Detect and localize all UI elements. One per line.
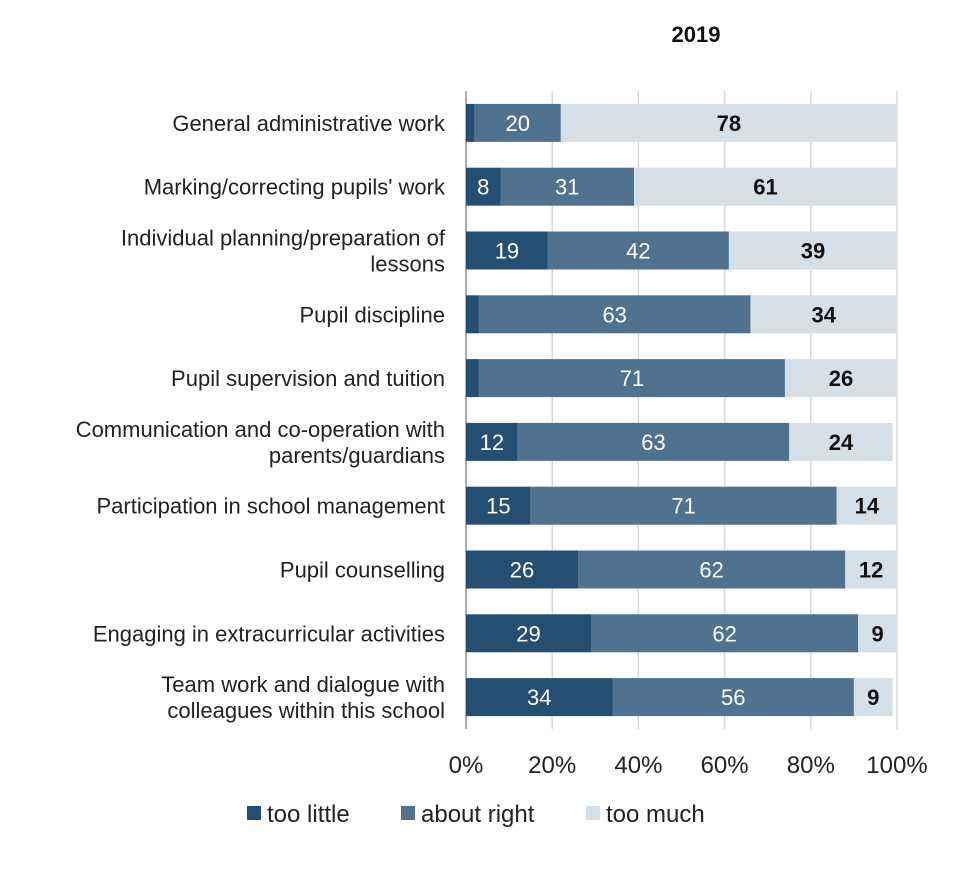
bar-segment [466, 678, 613, 717]
bar-segment [466, 614, 591, 653]
x-tick-label: 40% [614, 752, 662, 779]
data-label: 26 [829, 366, 853, 391]
data-label: 20 [505, 111, 529, 136]
bar-segment [478, 359, 785, 398]
data-label: 56 [721, 685, 745, 710]
data-label: 31 [555, 175, 579, 200]
bar-segment [466, 103, 475, 142]
bar-segment [466, 167, 501, 206]
bar-segment [612, 678, 854, 717]
data-label: 24 [829, 430, 854, 455]
bar-segment [853, 678, 893, 717]
data-label: 14 [855, 494, 880, 519]
data-label: 42 [626, 239, 650, 264]
chart-title: 2019 [672, 22, 721, 47]
data-label: 63 [602, 302, 626, 327]
legend-swatch [247, 806, 261, 820]
data-label: 12 [859, 558, 883, 583]
legend-label: about right [421, 801, 535, 828]
category-label: Participation in school management [96, 494, 445, 519]
x-axis-ticks: 0% 20% 40% 60% 80% 100% [449, 752, 928, 779]
data-label: 61 [753, 175, 777, 200]
data-label: 39 [801, 239, 825, 264]
bar-segment [466, 231, 548, 270]
bar-segment [474, 103, 561, 142]
data-label: 29 [516, 621, 540, 646]
x-tick-label: 80% [787, 752, 835, 779]
category-label: lessons [370, 252, 445, 277]
data-label: 63 [641, 430, 665, 455]
data-label: 34 [811, 302, 836, 327]
legend: too little about right too much [247, 801, 705, 828]
bar-segment [789, 422, 893, 461]
bar-segment [517, 422, 790, 461]
data-label: 9 [867, 685, 879, 710]
bar-segment [750, 295, 897, 334]
bar-segment [858, 614, 897, 653]
bar-segment [466, 359, 479, 398]
bar-segment [560, 103, 897, 142]
bar-segment [728, 231, 897, 270]
data-label: 62 [712, 621, 736, 646]
category-label: Marking/correcting pupils' work [144, 175, 446, 200]
x-tick-label: 100% [866, 752, 927, 779]
bar-segment [530, 486, 837, 525]
category-label: Communication and co-operation with [76, 417, 445, 442]
bar-segment [836, 486, 897, 525]
bar-segment [784, 359, 897, 398]
bar-segment [466, 486, 531, 525]
bar-segment [500, 167, 635, 206]
legend-label: too much [606, 801, 705, 828]
data-label: 26 [510, 558, 534, 583]
category-label: colleagues within this school [167, 698, 445, 723]
data-label: 9 [871, 621, 883, 646]
category-label: Individual planning/preparation of [121, 226, 446, 251]
data-label: 8 [477, 175, 489, 200]
bar-segment [634, 167, 897, 206]
category-label: Pupil supervision and tuition [171, 366, 445, 391]
data-label: 19 [495, 239, 519, 264]
bar-segment [478, 295, 751, 334]
bar-segment [466, 422, 518, 461]
category-label: parents/guardians [269, 443, 445, 468]
x-tick-label: 0% [449, 752, 484, 779]
data-label: 62 [699, 558, 723, 583]
category-labels: General administrative work Marking/corre… [76, 111, 446, 723]
data-label: 71 [620, 366, 644, 391]
legend-swatch [401, 806, 415, 820]
data-label: 12 [480, 430, 504, 455]
legend-label: too little [267, 801, 350, 828]
bar-segment [845, 550, 897, 589]
x-tick-label: 60% [701, 752, 749, 779]
bar-segment [590, 614, 859, 653]
category-label: Team work and dialogue with [161, 672, 445, 697]
bar-segment [466, 550, 579, 589]
data-label: 71 [671, 494, 695, 519]
x-tick-label: 20% [528, 752, 576, 779]
category-label: Engaging in extracurricular activities [93, 621, 445, 646]
category-label: Pupil counselling [280, 558, 445, 583]
bar-segment [547, 231, 729, 270]
data-label: 34 [527, 685, 551, 710]
data-label: 15 [486, 494, 510, 519]
bars: 20 78 8 31 61 19 42 39 63 34 71 26 12 63 24 15 71 14 26 62 1… [466, 103, 897, 717]
bar-segment [578, 550, 846, 589]
category-label: General administrative work [172, 111, 446, 136]
bar-segment [466, 295, 479, 334]
legend-swatch [586, 806, 600, 820]
category-label: Pupil discipline [299, 302, 445, 327]
data-label: 78 [717, 111, 741, 136]
